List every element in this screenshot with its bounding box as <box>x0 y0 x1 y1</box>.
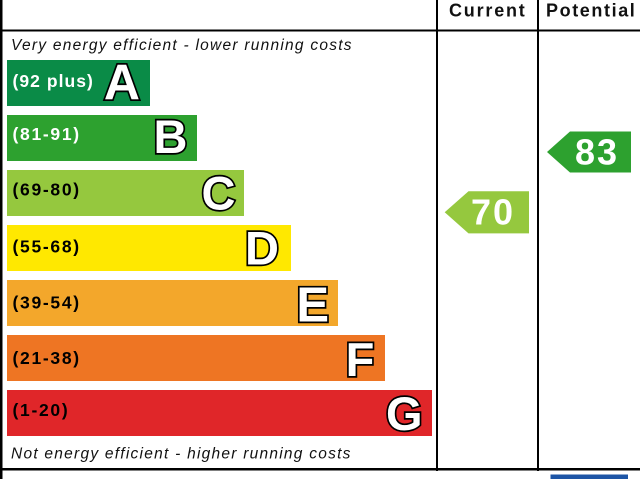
svg-text:G: G <box>386 387 423 440</box>
svg-text:(92 plus): (92 plus) <box>13 71 94 91</box>
svg-text:Current: Current <box>449 1 527 21</box>
svg-text:Not energy efficient - higher: Not energy efficient - higher running co… <box>11 446 352 463</box>
svg-text:B: B <box>154 110 188 163</box>
svg-text:(1-20): (1-20) <box>13 400 70 420</box>
svg-text:(55-68): (55-68) <box>13 237 81 257</box>
svg-text:70: 70 <box>471 192 515 233</box>
svg-text:F: F <box>346 333 375 386</box>
svg-text:E: E <box>296 279 329 333</box>
svg-text:D: D <box>245 222 279 275</box>
svg-text:Potential: Potential <box>546 1 636 21</box>
svg-text:Very energy efficient - lower: Very energy efficient - lower running co… <box>11 37 353 54</box>
svg-text:(21-38): (21-38) <box>13 348 81 368</box>
svg-text:C: C <box>202 167 236 220</box>
svg-text:83: 83 <box>575 132 619 173</box>
svg-text:A: A <box>104 55 140 111</box>
svg-text:(69-80): (69-80) <box>13 180 81 200</box>
svg-text:(81-91): (81-91) <box>13 124 81 144</box>
svg-text:(39-54): (39-54) <box>13 293 81 313</box>
